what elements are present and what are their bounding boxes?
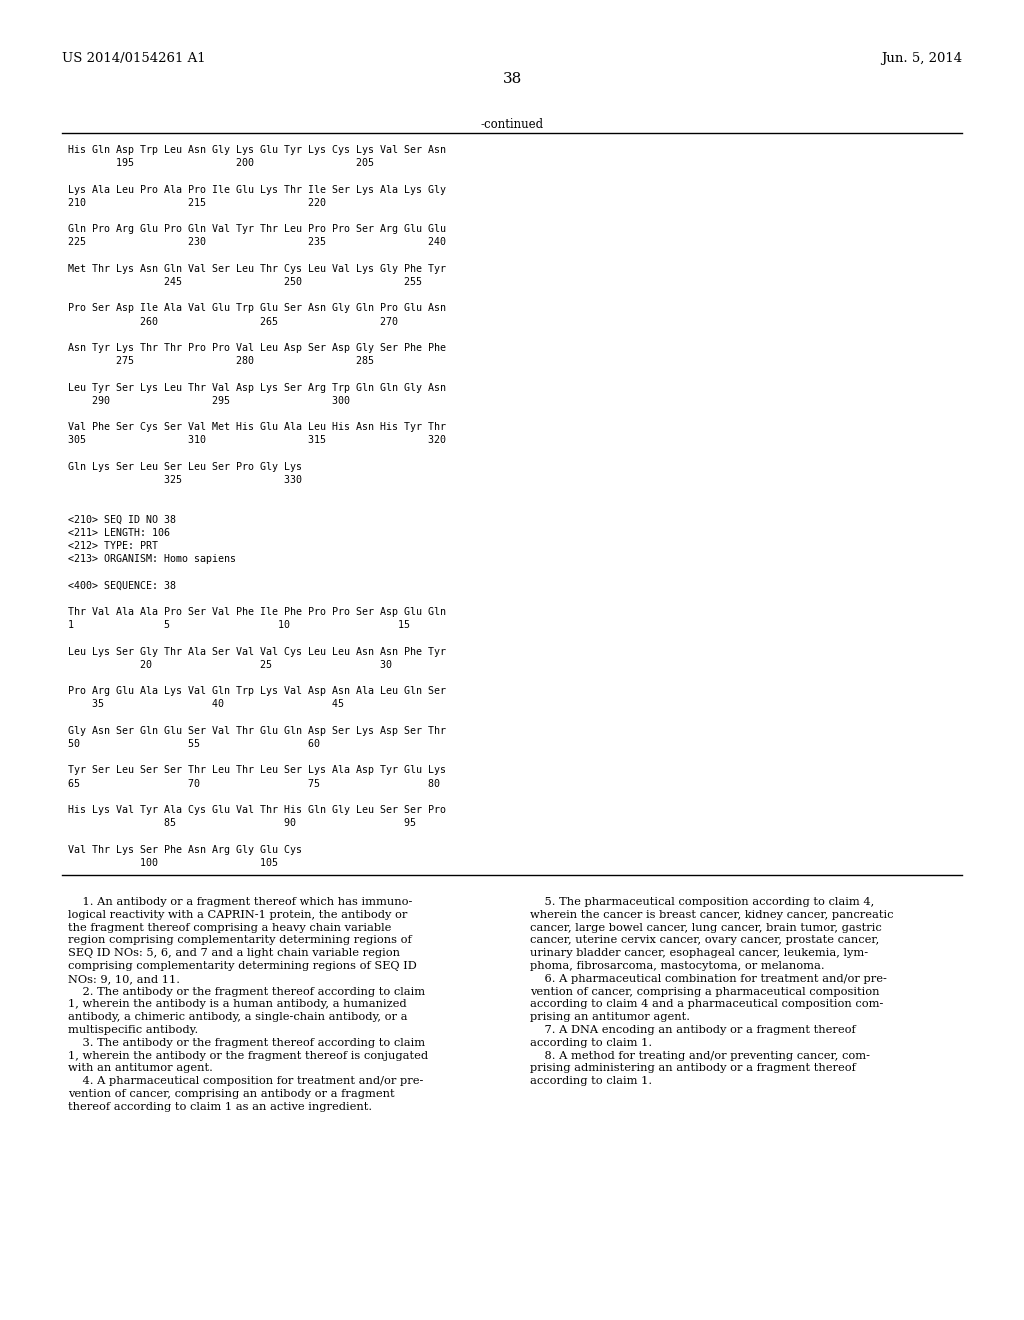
Text: 1, wherein the antibody or the fragment thereof is conjugated: 1, wherein the antibody or the fragment … [68, 1051, 428, 1060]
Text: -continued: -continued [480, 117, 544, 131]
Text: according to claim 4 and a pharmaceutical composition com-: according to claim 4 and a pharmaceutica… [530, 999, 884, 1010]
Text: 65                  70                  75                  80: 65 70 75 80 [68, 779, 440, 788]
Text: multispecific antibody.: multispecific antibody. [68, 1026, 199, 1035]
Text: Lys Ala Leu Pro Ala Pro Ile Glu Lys Thr Ile Ser Lys Ala Lys Gly: Lys Ala Leu Pro Ala Pro Ile Glu Lys Thr … [68, 185, 446, 194]
Text: 260                 265                 270: 260 265 270 [68, 317, 398, 326]
Text: Leu Lys Ser Gly Thr Ala Ser Val Val Cys Leu Leu Asn Asn Phe Tyr: Leu Lys Ser Gly Thr Ala Ser Val Val Cys … [68, 647, 446, 656]
Text: <210> SEQ ID NO 38: <210> SEQ ID NO 38 [68, 515, 176, 524]
Text: 245                 250                 255: 245 250 255 [68, 277, 422, 286]
Text: with an antitumor agent.: with an antitumor agent. [68, 1064, 213, 1073]
Text: <213> ORGANISM: Homo sapiens: <213> ORGANISM: Homo sapiens [68, 554, 236, 564]
Text: 275                 280                 285: 275 280 285 [68, 356, 374, 366]
Text: Thr Val Ala Ala Pro Ser Val Phe Ile Phe Pro Pro Ser Asp Glu Gln: Thr Val Ala Ala Pro Ser Val Phe Ile Phe … [68, 607, 446, 616]
Text: US 2014/0154261 A1: US 2014/0154261 A1 [62, 51, 206, 65]
Text: thereof according to claim 1 as an active ingredient.: thereof according to claim 1 as an activ… [68, 1102, 372, 1111]
Text: Val Phe Ser Cys Ser Val Met His Glu Ala Leu His Asn His Tyr Thr: Val Phe Ser Cys Ser Val Met His Glu Ala … [68, 422, 446, 432]
Text: 100                 105: 100 105 [68, 858, 278, 867]
Text: His Gln Asp Trp Leu Asn Gly Lys Glu Tyr Lys Cys Lys Val Ser Asn: His Gln Asp Trp Leu Asn Gly Lys Glu Tyr … [68, 145, 446, 154]
Text: region comprising complementarity determining regions of: region comprising complementarity determ… [68, 936, 412, 945]
Text: 195                 200                 205: 195 200 205 [68, 158, 374, 168]
Text: according to claim 1.: according to claim 1. [530, 1076, 652, 1086]
Text: urinary bladder cancer, esophageal cancer, leukemia, lym-: urinary bladder cancer, esophageal cance… [530, 948, 868, 958]
Text: 1               5                  10                  15: 1 5 10 15 [68, 620, 410, 630]
Text: 20                  25                  30: 20 25 30 [68, 660, 392, 669]
Text: wherein the cancer is breast cancer, kidney cancer, pancreatic: wherein the cancer is breast cancer, kid… [530, 909, 894, 920]
Text: 210                 215                 220: 210 215 220 [68, 198, 326, 207]
Text: 7. A DNA encoding an antibody or a fragment thereof: 7. A DNA encoding an antibody or a fragm… [530, 1026, 856, 1035]
Text: 305                 310                 315                 320: 305 310 315 320 [68, 436, 446, 445]
Text: 4. A pharmaceutical composition for treatment and/or pre-: 4. A pharmaceutical composition for trea… [68, 1076, 423, 1086]
Text: NOs: 9, 10, and 11.: NOs: 9, 10, and 11. [68, 974, 180, 983]
Text: 1, wherein the antibody is a human antibody, a humanized: 1, wherein the antibody is a human antib… [68, 999, 407, 1010]
Text: Leu Tyr Ser Lys Leu Thr Val Asp Lys Ser Arg Trp Gln Gln Gly Asn: Leu Tyr Ser Lys Leu Thr Val Asp Lys Ser … [68, 383, 446, 392]
Text: Gln Lys Ser Leu Ser Leu Ser Pro Gly Lys: Gln Lys Ser Leu Ser Leu Ser Pro Gly Lys [68, 462, 302, 471]
Text: comprising complementarity determining regions of SEQ ID: comprising complementarity determining r… [68, 961, 417, 972]
Text: vention of cancer, comprising a pharmaceutical composition: vention of cancer, comprising a pharmace… [530, 986, 880, 997]
Text: 5. The pharmaceutical composition according to claim 4,: 5. The pharmaceutical composition accord… [530, 898, 874, 907]
Text: Met Thr Lys Asn Gln Val Ser Leu Thr Cys Leu Val Lys Gly Phe Tyr: Met Thr Lys Asn Gln Val Ser Leu Thr Cys … [68, 264, 446, 273]
Text: <211> LENGTH: 106: <211> LENGTH: 106 [68, 528, 170, 537]
Text: 325                 330: 325 330 [68, 475, 302, 484]
Text: cancer, large bowel cancer, lung cancer, brain tumor, gastric: cancer, large bowel cancer, lung cancer,… [530, 923, 882, 933]
Text: 290                 295                 300: 290 295 300 [68, 396, 350, 405]
Text: Tyr Ser Leu Ser Ser Thr Leu Thr Leu Ser Lys Ala Asp Tyr Glu Lys: Tyr Ser Leu Ser Ser Thr Leu Thr Leu Ser … [68, 766, 446, 775]
Text: 50                  55                  60: 50 55 60 [68, 739, 319, 748]
Text: 35                  40                  45: 35 40 45 [68, 700, 344, 709]
Text: Pro Arg Glu Ala Lys Val Gln Trp Lys Val Asp Asn Ala Leu Gln Ser: Pro Arg Glu Ala Lys Val Gln Trp Lys Val … [68, 686, 446, 696]
Text: Pro Ser Asp Ile Ala Val Glu Trp Glu Ser Asn Gly Gln Pro Glu Asn: Pro Ser Asp Ile Ala Val Glu Trp Glu Ser … [68, 304, 446, 313]
Text: prising administering an antibody or a fragment thereof: prising administering an antibody or a f… [530, 1064, 856, 1073]
Text: 3. The antibody or the fragment thereof according to claim: 3. The antibody or the fragment thereof … [68, 1038, 425, 1048]
Text: Gly Asn Ser Gln Glu Ser Val Thr Glu Gln Asp Ser Lys Asp Ser Thr: Gly Asn Ser Gln Glu Ser Val Thr Glu Gln … [68, 726, 446, 735]
Text: the fragment thereof comprising a heavy chain variable: the fragment thereof comprising a heavy … [68, 923, 391, 933]
Text: phoma, fibrosarcoma, mastocytoma, or melanoma.: phoma, fibrosarcoma, mastocytoma, or mel… [530, 961, 824, 972]
Text: vention of cancer, comprising an antibody or a fragment: vention of cancer, comprising an antibod… [68, 1089, 394, 1100]
Text: 8. A method for treating and/or preventing cancer, com-: 8. A method for treating and/or preventi… [530, 1051, 870, 1060]
Text: cancer, uterine cervix cancer, ovary cancer, prostate cancer,: cancer, uterine cervix cancer, ovary can… [530, 936, 880, 945]
Text: <400> SEQUENCE: 38: <400> SEQUENCE: 38 [68, 581, 176, 590]
Text: 1. An antibody or a fragment thereof which has immuno-: 1. An antibody or a fragment thereof whi… [68, 898, 413, 907]
Text: prising an antitumor agent.: prising an antitumor agent. [530, 1012, 690, 1022]
Text: antibody, a chimeric antibody, a single-chain antibody, or a: antibody, a chimeric antibody, a single-… [68, 1012, 408, 1022]
Text: 6. A pharmaceutical combination for treatment and/or pre-: 6. A pharmaceutical combination for trea… [530, 974, 887, 983]
Text: 225                 230                 235                 240: 225 230 235 240 [68, 238, 446, 247]
Text: Val Thr Lys Ser Phe Asn Arg Gly Glu Cys: Val Thr Lys Ser Phe Asn Arg Gly Glu Cys [68, 845, 302, 854]
Text: SEQ ID NOs: 5, 6, and 7 and a light chain variable region: SEQ ID NOs: 5, 6, and 7 and a light chai… [68, 948, 400, 958]
Text: Jun. 5, 2014: Jun. 5, 2014 [881, 51, 962, 65]
Text: according to claim 1.: according to claim 1. [530, 1038, 652, 1048]
Text: Gln Pro Arg Glu Pro Gln Val Tyr Thr Leu Pro Pro Ser Arg Glu Glu: Gln Pro Arg Glu Pro Gln Val Tyr Thr Leu … [68, 224, 446, 234]
Text: 2. The antibody or the fragment thereof according to claim: 2. The antibody or the fragment thereof … [68, 986, 425, 997]
Text: logical reactivity with a CAPRIN-1 protein, the antibody or: logical reactivity with a CAPRIN-1 prote… [68, 909, 408, 920]
Text: Asn Tyr Lys Thr Thr Pro Pro Val Leu Asp Ser Asp Gly Ser Phe Phe: Asn Tyr Lys Thr Thr Pro Pro Val Leu Asp … [68, 343, 446, 352]
Text: 38: 38 [503, 73, 521, 86]
Text: 85                  90                  95: 85 90 95 [68, 818, 416, 828]
Text: His Lys Val Tyr Ala Cys Glu Val Thr His Gln Gly Leu Ser Ser Pro: His Lys Val Tyr Ala Cys Glu Val Thr His … [68, 805, 446, 814]
Text: <212> TYPE: PRT: <212> TYPE: PRT [68, 541, 158, 550]
